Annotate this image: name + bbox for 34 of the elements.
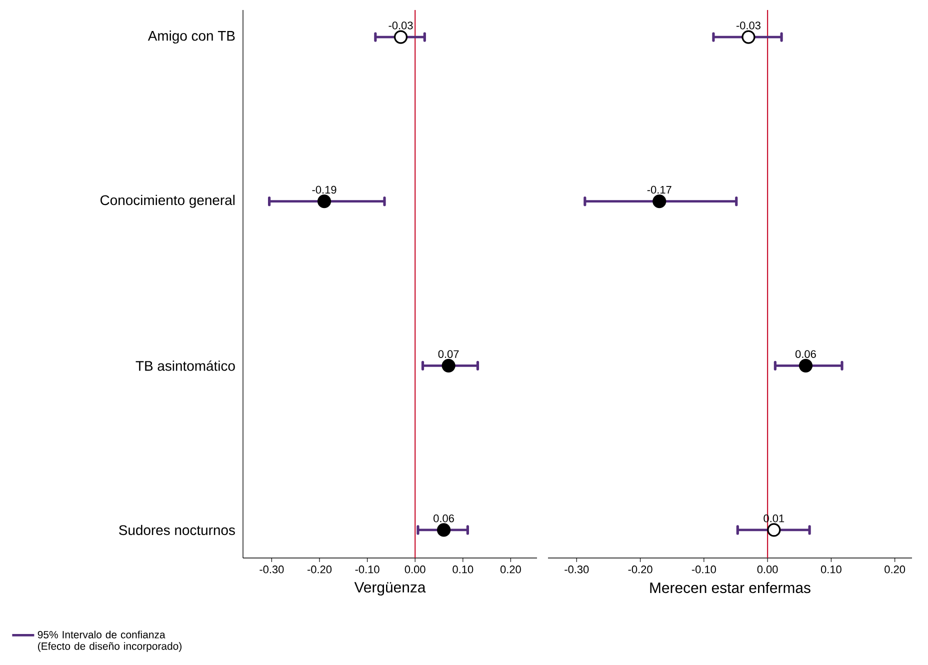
x-tick-label: -0.30 — [564, 566, 589, 574]
x-axis-title: Merecen estar enfermas — [650, 582, 810, 594]
data-label: -0.19 — [312, 186, 336, 194]
data-label: -0.03 — [736, 22, 760, 30]
x-axis-title: Vergüenza — [354, 582, 426, 596]
data-label: 0.07 — [438, 350, 459, 358]
y-tick-label: Amigo con TB — [148, 30, 235, 44]
x-tick-label: 0.10 — [452, 566, 474, 574]
point — [798, 358, 813, 372]
x-tick-label: 0.00 — [757, 566, 778, 574]
y-tick-label: Conocimiento general — [100, 194, 235, 208]
text: 95% Intervalo de confianza (Efecto de diseño incorporado) — [38, 630, 182, 652]
point — [652, 194, 666, 208]
data-label: -0.17 — [647, 186, 672, 194]
point — [317, 194, 332, 208]
x-tick-label: 0.00 — [404, 566, 426, 574]
data-label: -0.03 — [388, 22, 413, 30]
x-tick-label: -0.30 — [260, 566, 284, 574]
point — [394, 30, 408, 44]
x-tick-label: 0.10 — [820, 566, 842, 574]
x-tick-label: -0.20 — [307, 566, 332, 574]
point — [436, 523, 451, 537]
y-tick-label: Sudores nocturnos — [119, 524, 235, 536]
x-tick-label: -0.20 — [628, 566, 652, 574]
x-tick-label: -0.10 — [355, 566, 380, 574]
point — [442, 358, 456, 372]
data-label: 0.06 — [434, 514, 454, 522]
x-tick-label: 0.20 — [884, 566, 906, 574]
x-tick-label: -0.10 — [692, 566, 716, 574]
x-tick-label: 0.20 — [500, 566, 521, 574]
data-label: 0.06 — [795, 350, 816, 358]
y-tick-label: TB asintomático — [136, 360, 235, 371]
point — [767, 523, 781, 537]
point — [742, 30, 756, 44]
